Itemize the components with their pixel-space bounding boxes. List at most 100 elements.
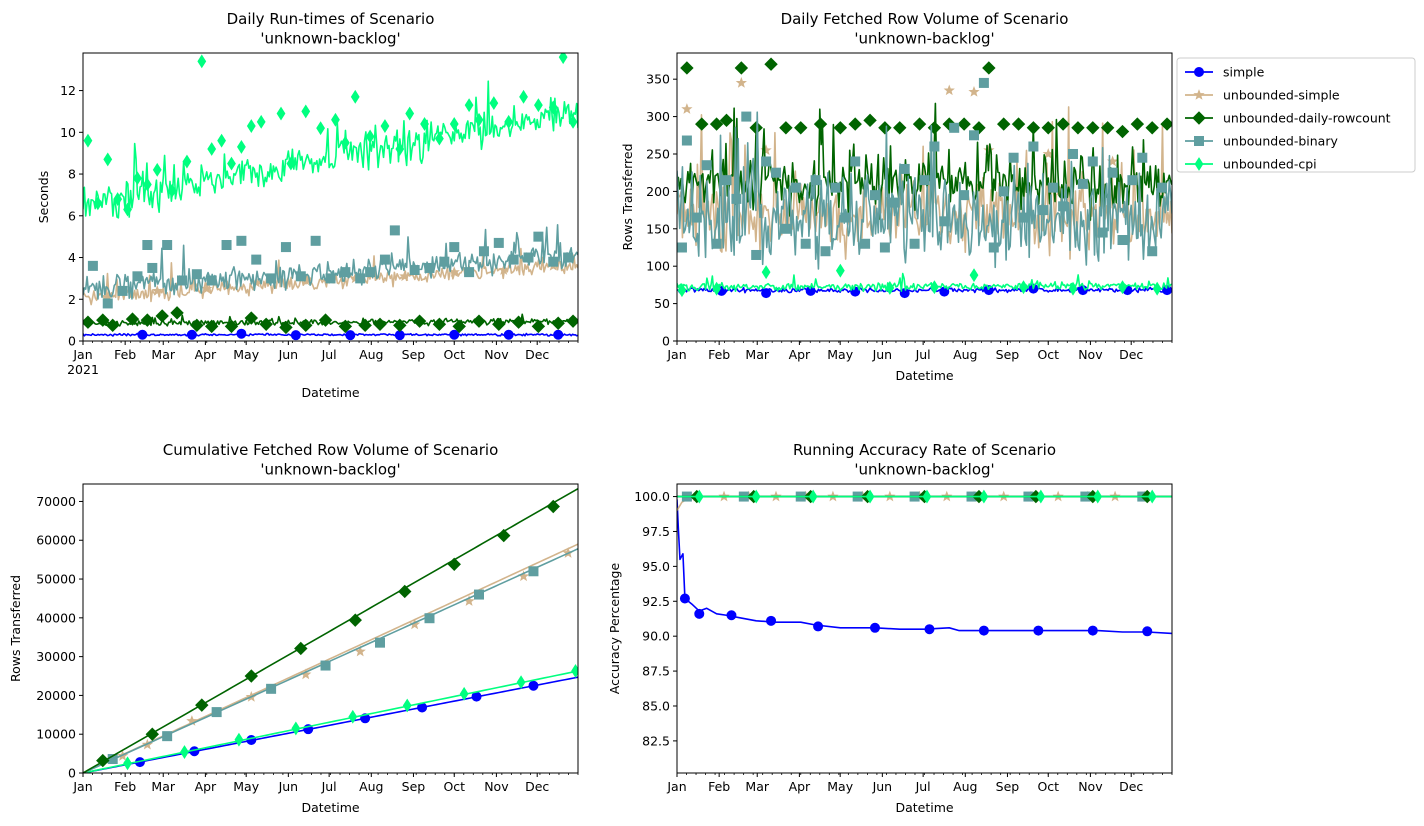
series-unbounded-simple-marker: [399, 270, 411, 282]
series-unbounded-cpi-marker: [197, 54, 207, 69]
series-unbounded-binary-marker: [528, 566, 539, 577]
series-unbounded-cpi-marker: [142, 177, 152, 192]
series-unbounded-daily-rowcount-marker: [1160, 117, 1172, 131]
series-unbounded-cpi-marker: [93, 196, 103, 211]
series-unbounded-simple-marker: [735, 77, 747, 88]
chart-title: 'unknown-backlog': [260, 30, 400, 48]
x-tick-label: Jan: [666, 779, 686, 794]
series-simple-marker: [1142, 626, 1153, 637]
series-unbounded-cpi-marker: [930, 280, 939, 295]
y-tick-label: 40000: [36, 610, 76, 625]
y-tick-label: 150: [646, 221, 670, 236]
series-line-unbounded-binary: [83, 224, 578, 300]
x-tick-label: Apr: [195, 347, 217, 362]
series-unbounded-cpi-marker: [969, 268, 979, 283]
series-line-unbounded-binary: [677, 111, 1172, 270]
series-unbounded-binary-marker: [563, 252, 574, 263]
series-unbounded-daily-rowcount-marker: [848, 117, 862, 131]
plot-area: [83, 487, 578, 773]
series-unbounded-binary-marker: [508, 254, 519, 265]
series-line-simple: [677, 286, 1172, 294]
legend-unbounded-cpi-marker: [1194, 157, 1204, 171]
legend-simple-marker: [1194, 67, 1204, 77]
series-unbounded-binary-marker: [236, 235, 247, 246]
series-unbounded-binary-marker: [102, 298, 113, 309]
series-unbounded-cpi-marker: [340, 135, 350, 150]
series-unbounded-daily-rowcount-marker: [96, 753, 110, 768]
series-unbounded-binary-marker: [1028, 141, 1039, 152]
series-unbounded-cpi-marker: [123, 202, 132, 217]
x-tick-label: May: [827, 347, 853, 362]
y-tick-label: 10000: [36, 727, 76, 742]
series-unbounded-binary-marker: [939, 216, 950, 227]
series-unbounded-cpi-marker: [234, 732, 244, 747]
series-unbounded-cpi-marker: [464, 98, 474, 113]
series-unbounded-cpi-marker: [405, 106, 415, 121]
series-unbounded-daily-rowcount-marker: [190, 318, 204, 333]
series-unbounded-cpi-marker: [516, 675, 526, 690]
series-unbounded-binary-marker: [1048, 182, 1059, 193]
series-unbounded-cpi-marker: [435, 131, 444, 146]
x-tick-label: Dec: [1119, 347, 1143, 362]
series-unbounded-binary-marker: [533, 231, 544, 242]
x-tick-label: Jul: [321, 779, 337, 794]
y-tick-label: 2: [68, 292, 76, 307]
y-tick-label: 30000: [36, 649, 76, 664]
series-unbounded-daily-rowcount-marker: [566, 314, 578, 328]
series-unbounded-daily-rowcount-marker: [244, 311, 259, 325]
series-unbounded-binary-marker: [751, 249, 762, 260]
legend-label-unbounded-cpi: unbounded-cpi: [1223, 157, 1317, 172]
x-tick-label: Mar: [745, 347, 769, 362]
series-unbounded-binary-marker: [1018, 212, 1029, 223]
series-unbounded-binary-marker: [988, 242, 999, 253]
series-unbounded-binary-marker: [439, 256, 450, 267]
legend-label-unbounded-daily-rowcount: unbounded-daily-rowcount: [1223, 111, 1391, 126]
plot-area: [83, 53, 578, 341]
series-unbounded-cpi-marker: [571, 664, 578, 678]
series-unbounded-cpi-marker: [519, 89, 528, 104]
series-unbounded-binary-marker: [810, 175, 821, 186]
series-line-simple: [83, 676, 578, 773]
series-unbounded-simple-marker: [968, 85, 980, 97]
y-tick-label: 87.5: [642, 664, 670, 679]
chart-title: 'unknown-backlog': [854, 30, 994, 48]
series-unbounded-simple-marker: [943, 84, 955, 96]
series-unbounded-daily-rowcount-marker: [833, 121, 848, 135]
series-unbounded-daily-rowcount-marker: [893, 121, 907, 135]
series-unbounded-binary-marker: [325, 273, 336, 284]
series-unbounded-binary-marker: [889, 197, 900, 208]
series-unbounded-daily-rowcount-marker: [472, 314, 486, 328]
series-unbounded-simple-marker: [151, 284, 163, 296]
series-unbounded-binary-marker: [711, 238, 722, 249]
series-unbounded-daily-rowcount-marker: [982, 61, 996, 75]
y-tick-label: 0: [662, 334, 670, 349]
series-unbounded-daily-rowcount-marker: [155, 309, 169, 323]
series-unbounded-daily-rowcount-marker: [1130, 117, 1145, 131]
series-unbounded-daily-rowcount-marker: [551, 316, 565, 330]
series-unbounded-daily-rowcount-marker: [96, 313, 110, 327]
legend-unbounded-binary-marker: [1194, 136, 1204, 146]
series-unbounded-binary-marker: [379, 254, 390, 265]
x-tick-label: Jan: [666, 347, 686, 362]
series-unbounded-binary-marker: [340, 267, 351, 278]
series-unbounded-daily-rowcount-marker: [511, 315, 526, 329]
y-tick-label: 200: [646, 184, 670, 199]
y-tick-label: 50000: [36, 572, 76, 587]
series-unbounded-cpi-marker: [1147, 489, 1157, 504]
series-unbounded-daily-rowcount-marker: [373, 317, 387, 332]
series-unbounded-binary-marker: [1127, 175, 1138, 186]
series-unbounded-daily-rowcount-marker: [125, 312, 140, 326]
series-unbounded-binary-marker: [949, 122, 960, 133]
x-tick-label: May: [233, 347, 259, 362]
series-unbounded-binary-marker: [899, 163, 910, 174]
series-unbounded-cpi-marker: [548, 100, 558, 115]
series-unbounded-cpi-marker: [751, 489, 761, 504]
series-unbounded-daily-rowcount-marker: [794, 121, 808, 135]
series-simple-marker: [978, 625, 989, 636]
series-unbounded-simple-marker: [498, 264, 510, 275]
series-unbounded-daily-rowcount-marker: [1100, 121, 1115, 135]
x-tick-label: Dec: [1119, 779, 1143, 794]
y-tick-label: 90.0: [642, 629, 670, 644]
series-unbounded-cpi-marker: [922, 489, 932, 504]
series-unbounded-binary-marker: [879, 242, 890, 253]
